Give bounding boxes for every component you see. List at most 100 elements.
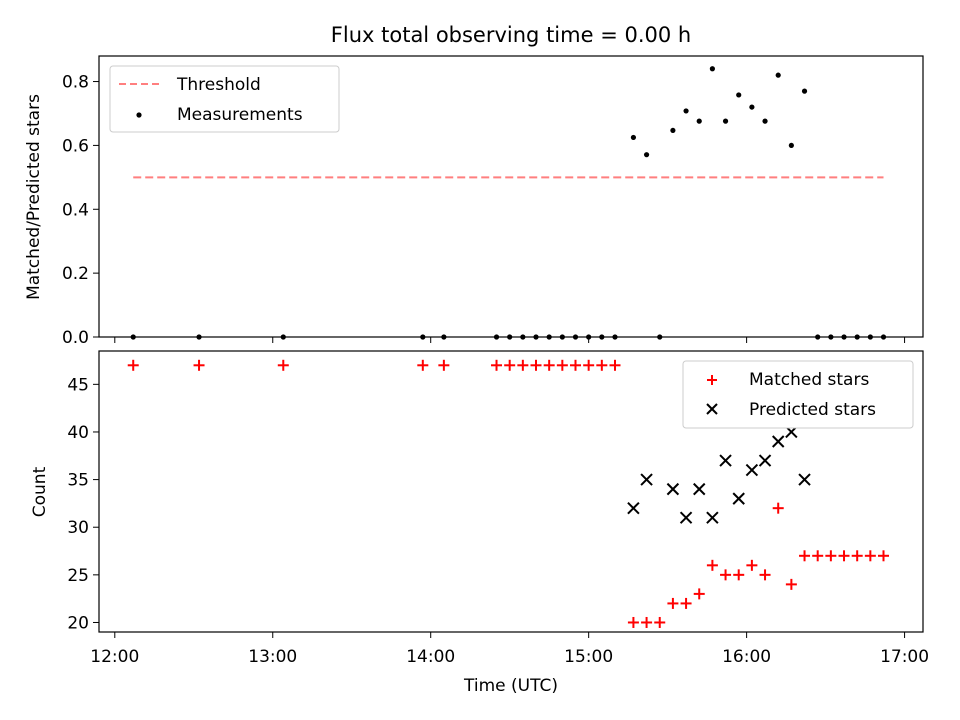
matched-stars-point bbox=[693, 588, 705, 600]
legend-measurements-swatch bbox=[136, 112, 142, 118]
matched-stars-point bbox=[530, 359, 542, 371]
measurements-point bbox=[643, 152, 650, 158]
predicted-stars-point bbox=[693, 482, 706, 496]
predicted-stars-point bbox=[732, 492, 745, 505]
x-marker-b bbox=[666, 482, 680, 496]
x-marker-b bbox=[758, 454, 772, 467]
measurements-point bbox=[736, 92, 742, 98]
y-tick-label: 0.2 bbox=[62, 264, 89, 284]
matched-stars-point bbox=[667, 597, 679, 609]
x-marker-b bbox=[706, 511, 719, 524]
measurements-point bbox=[749, 104, 755, 110]
measurements-point bbox=[696, 118, 702, 124]
bottom-axis-ticks: 20 25 30 35 40 45 12:00 13:00 14:00 15:00 16:00 17:… bbox=[67, 375, 929, 667]
legend-threshold-label: Threshold bbox=[176, 75, 261, 95]
bottom-y-axis-label: Count bbox=[30, 466, 50, 517]
x-tick-label: 12:00 bbox=[90, 647, 139, 667]
legend-predicted-label: Predicted stars bbox=[749, 400, 876, 420]
matched-stars-point bbox=[491, 359, 503, 371]
matched-stars-point bbox=[864, 550, 876, 562]
x-marker-b bbox=[693, 482, 706, 496]
x-tick-label: 13:00 bbox=[248, 647, 297, 667]
y-tick-label: 0.4 bbox=[62, 200, 89, 220]
y-tick-label: 45 bbox=[67, 375, 89, 395]
x-tick-label: 15:00 bbox=[564, 647, 613, 667]
x-marker-b bbox=[719, 454, 732, 467]
predicted-stars-point bbox=[772, 435, 785, 448]
measurements-point bbox=[788, 142, 794, 149]
matched-stars-point bbox=[627, 616, 639, 628]
matched-stars-point bbox=[543, 359, 555, 371]
matched-stars-point bbox=[438, 359, 450, 371]
y-tick-label: 35 bbox=[67, 471, 89, 491]
chart-title: Flux total observing time = 0.00 h bbox=[331, 23, 691, 47]
matched-stars-point bbox=[596, 359, 608, 371]
matched-stars-point bbox=[680, 597, 692, 609]
matched-stars-point bbox=[654, 616, 666, 628]
matched-stars-point bbox=[609, 359, 621, 371]
predicted-stars-point bbox=[798, 473, 811, 486]
matched-stars-point bbox=[812, 550, 824, 562]
top-axis-ticks: 0.0 0.2 0.4 0.6 0.8 bbox=[62, 73, 906, 348]
matched-stars-point bbox=[746, 559, 758, 571]
y-tick-label: 40 bbox=[67, 423, 89, 443]
matched-stars-point bbox=[838, 550, 850, 562]
x-marker-b bbox=[732, 492, 745, 505]
y-tick-label: 0.0 bbox=[62, 328, 89, 348]
predicted-stars-point bbox=[706, 511, 719, 524]
x-tick-label: 17:00 bbox=[880, 647, 929, 667]
legend-predicted-swatch bbox=[706, 403, 718, 415]
matched-stars-point bbox=[706, 559, 718, 571]
top-legend: Threshold Measurements bbox=[109, 65, 340, 133]
matched-stars-point bbox=[733, 569, 745, 581]
bottom-axes-frame bbox=[98, 350, 924, 633]
x-tick-label: 14:00 bbox=[406, 647, 455, 667]
y-tick-label: 0.6 bbox=[62, 136, 89, 156]
legend-matched-label: Matched stars bbox=[749, 370, 869, 390]
measurements-point bbox=[775, 72, 781, 78]
matched-stars-point bbox=[583, 359, 595, 371]
y-tick-label: 30 bbox=[67, 518, 89, 538]
matched-stars-point bbox=[517, 359, 529, 371]
x-marker-b bbox=[745, 463, 759, 477]
matched-stars-point bbox=[759, 569, 771, 581]
x-marker-b bbox=[627, 501, 640, 515]
measurements-point bbox=[801, 88, 808, 94]
y-tick-label: 25 bbox=[67, 566, 89, 586]
matched-stars-point bbox=[127, 359, 139, 371]
bottom-plot-data bbox=[127, 359, 890, 628]
y-tick-label: 0.8 bbox=[62, 73, 89, 93]
predicted-stars-point bbox=[758, 454, 772, 467]
x-marker-b bbox=[798, 473, 811, 486]
measurements-point bbox=[722, 118, 729, 124]
predicted-stars-point bbox=[640, 473, 653, 486]
x-tick-label: 16:00 bbox=[722, 647, 771, 667]
predicted-stars-point bbox=[745, 463, 759, 477]
matched-stars-point bbox=[556, 359, 568, 371]
predicted-stars-point bbox=[627, 501, 640, 515]
predicted-stars-point bbox=[666, 482, 680, 496]
y-tick-label: 20 bbox=[67, 613, 89, 633]
measurements-point bbox=[709, 66, 715, 72]
legend-measurements-label: Measurements bbox=[177, 105, 303, 125]
matched-stars-point bbox=[772, 502, 784, 514]
top-y-axis-label: Matched/Predicted stars bbox=[24, 94, 44, 300]
matched-stars-point bbox=[417, 359, 429, 371]
x-marker-b bbox=[679, 511, 693, 524]
legend-matched-swatch bbox=[707, 375, 717, 385]
matched-stars-point bbox=[825, 550, 837, 562]
measurements-point bbox=[762, 118, 768, 124]
matched-stars-point bbox=[851, 550, 863, 562]
matched-stars-point bbox=[720, 569, 732, 581]
matched-stars-point bbox=[785, 578, 797, 590]
matched-stars-point bbox=[641, 616, 653, 628]
x-marker-b bbox=[640, 473, 653, 486]
matched-stars-point bbox=[569, 359, 581, 371]
measurements-point bbox=[630, 134, 637, 141]
matched-stars-point bbox=[193, 359, 205, 371]
measurements-point bbox=[683, 108, 689, 114]
x-marker-b bbox=[772, 435, 785, 448]
x-axis-label: Time (UTC) bbox=[463, 676, 558, 696]
bottom-legend: Matched stars Predicted stars bbox=[682, 360, 914, 429]
